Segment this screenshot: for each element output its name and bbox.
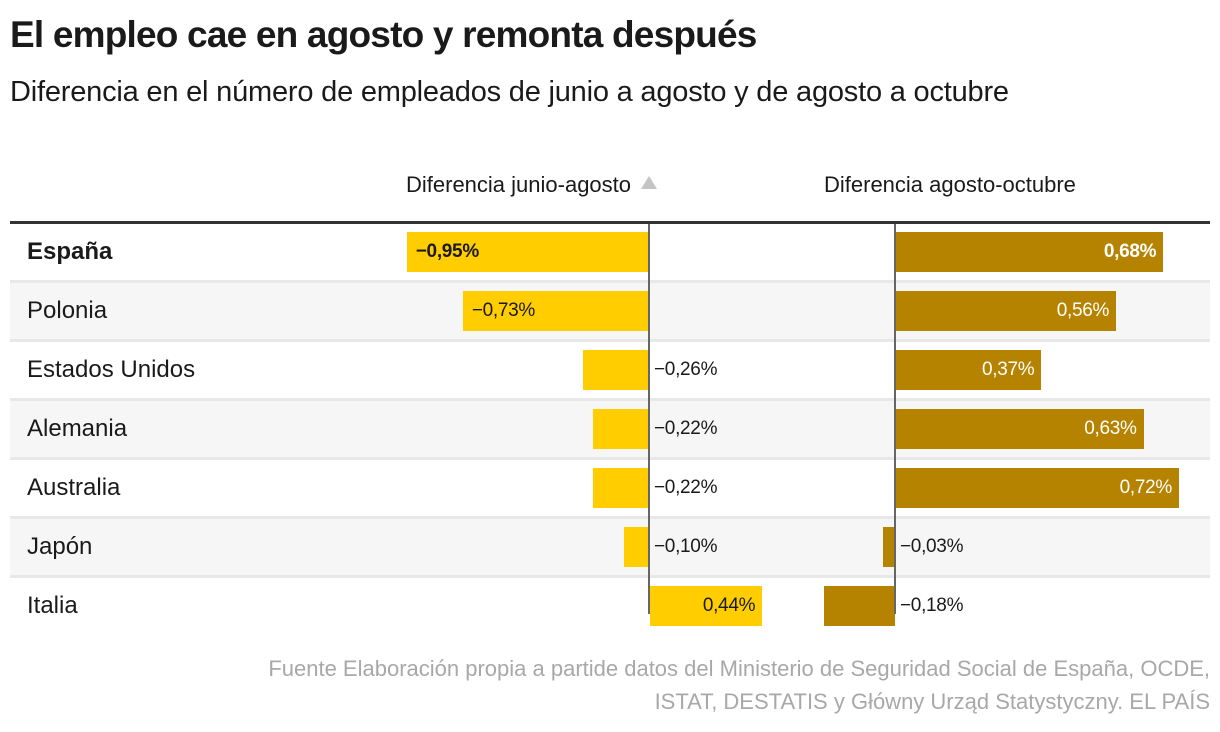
bar-junio-agosto	[582, 350, 649, 390]
bar-junio-agosto	[592, 468, 649, 508]
bar-agosto-octubre	[883, 527, 895, 567]
sort-ascending-icon[interactable]	[641, 176, 658, 189]
chart-title: El empleo cae en agosto y remonta despué…	[10, 14, 757, 55]
row-divider	[10, 398, 1210, 401]
header-divider	[10, 221, 1210, 224]
table-row: Japón	[10, 519, 1210, 575]
data-label-agosto-octubre: 0,56%	[1056, 300, 1110, 321]
column-header-label: Diferencia agosto-octubre	[824, 172, 1076, 197]
data-label-junio-agosto: −0,10%	[654, 536, 718, 557]
data-label-agosto-octubre: 0,63%	[1084, 418, 1137, 439]
country-label: Alemania	[27, 415, 128, 442]
column-header-junio-agosto[interactable]: Diferencia junio-agosto	[406, 172, 658, 198]
data-label-junio-agosto: 0,44%	[702, 595, 756, 616]
data-label-agosto-octubre: 0,68%	[1103, 241, 1157, 262]
data-label-junio-agosto: −0,22%	[654, 477, 718, 498]
bar-agosto-octubre	[896, 468, 1179, 508]
bar-junio-agosto	[650, 586, 763, 626]
data-label-agosto-octubre: 0,37%	[982, 359, 1035, 380]
data-label-junio-agosto: −0,95%	[415, 241, 479, 262]
country-label: España	[27, 238, 113, 265]
country-label: Italia	[27, 592, 78, 619]
country-label: Australia	[27, 474, 121, 501]
row-divider	[10, 457, 1210, 460]
bar-agosto-octubre	[896, 232, 1164, 272]
source-line-1: Fuente Elaboración propia a partide dato…	[268, 656, 1210, 681]
data-label-junio-agosto: −0,26%	[654, 359, 718, 380]
bar-junio-agosto	[623, 527, 649, 567]
source-line-2: ISTAT, DESTATIS y Główny Urząd Statystyc…	[654, 689, 1210, 714]
row-divider	[10, 575, 1210, 578]
row-divider	[10, 339, 1210, 342]
zero-axis-agosto-octubre	[894, 224, 896, 614]
data-label-agosto-octubre: −0,03%	[900, 536, 964, 557]
bar-agosto-octubre	[896, 350, 1042, 390]
data-label-junio-agosto: −0,73%	[471, 300, 536, 321]
row-divider	[10, 280, 1210, 283]
column-header-label: Diferencia junio-agosto	[406, 172, 632, 197]
country-label: Japón	[27, 533, 93, 560]
table-row: Italia	[10, 578, 1210, 634]
bar-junio-agosto	[592, 409, 649, 449]
data-label-junio-agosto: −0,22%	[654, 418, 718, 439]
country-label: Estados Unidos	[27, 356, 196, 383]
source-note: Fuente Elaboración propia a partide dato…	[30, 652, 1210, 718]
chart-subtitle: Diferencia en el número de empleados de …	[10, 76, 1009, 108]
country-label: Polonia	[27, 297, 108, 324]
table-row: España	[10, 224, 1210, 280]
data-label-agosto-octubre: −0,18%	[900, 595, 964, 616]
table-row: Australia	[10, 460, 1210, 516]
row-divider	[10, 516, 1210, 519]
table-row: Estados Unidos	[10, 342, 1210, 398]
bar-junio-agosto	[462, 291, 649, 331]
zero-axis-junio-agosto	[648, 224, 650, 614]
column-header-agosto-octubre[interactable]: Diferencia agosto-octubre	[824, 172, 1076, 198]
data-label-agosto-octubre: 0,72%	[1119, 477, 1173, 498]
bar-agosto-octubre	[824, 586, 895, 626]
bar-junio-agosto	[406, 232, 649, 272]
bar-agosto-octubre	[896, 291, 1117, 331]
bar-agosto-octubre	[896, 409, 1144, 449]
